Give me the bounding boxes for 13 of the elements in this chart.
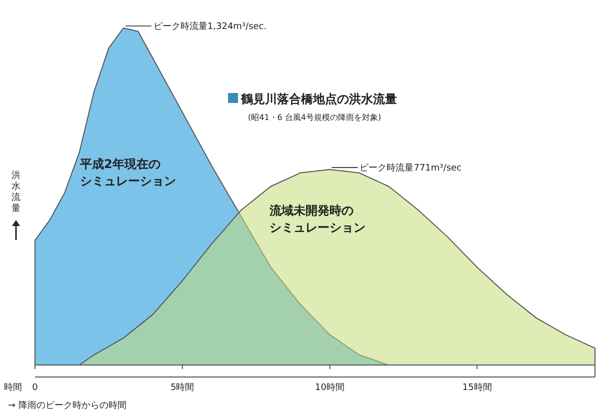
annotation: ピーク時流量1,324m³/sec. [153, 21, 267, 32]
x-tick-label: 5時間 [170, 382, 194, 393]
text: 鶴見川落合橋地点の洪水流量 [240, 92, 397, 106]
x-tick-label: 10時間 [315, 382, 344, 393]
series-label: 平成2年現在のシミュレーション [79, 157, 176, 188]
y-axis-title: 洪水流量 [12, 170, 20, 214]
x-axis-title: → 降雨のピーク時からの時間 [8, 400, 126, 411]
series-label: 流域未開発時のシミュレーション [268, 204, 366, 235]
x-tick-label: 0 [32, 383, 38, 393]
text: (昭41・6 台風4号規模の降雨を対象) [248, 113, 382, 122]
annotation: ピーク時流量771m³/sec [360, 162, 462, 174]
x-tick-label: 15時間 [462, 382, 492, 393]
text: 時間 [4, 382, 22, 393]
